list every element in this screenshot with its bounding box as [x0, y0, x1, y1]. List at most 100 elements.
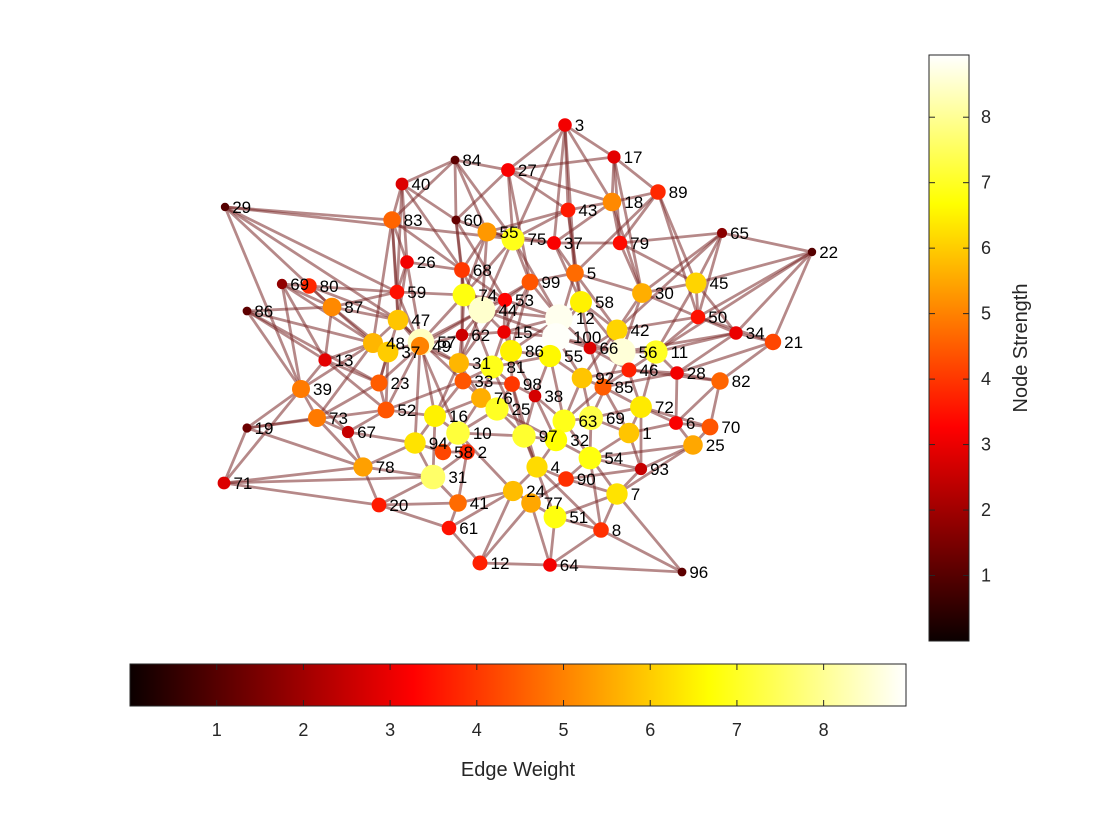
edge-80-47	[307, 284, 400, 322]
node-label-98: 98	[523, 375, 542, 394]
node-label-86: 86	[254, 302, 273, 321]
node-label-2: 2	[478, 443, 487, 462]
node-label-55b: 55	[564, 347, 583, 366]
node-11	[644, 340, 668, 364]
node-label-8: 8	[612, 521, 621, 540]
edge-17-89	[612, 155, 660, 194]
node-label-66: 66	[599, 339, 618, 358]
node-label-40: 40	[411, 175, 430, 194]
node-label-84: 84	[462, 151, 481, 170]
edge-27-43	[506, 168, 570, 212]
node-31b	[449, 353, 469, 373]
node-label-30: 30	[655, 284, 674, 303]
node-label-32: 32	[570, 431, 589, 450]
edge-colorbar-frame	[129, 663, 907, 707]
edge-22-21	[771, 250, 814, 344]
node-93	[634, 462, 648, 476]
node-100	[542, 323, 570, 351]
edge-20-41	[377, 501, 460, 507]
node-81	[480, 355, 504, 379]
edge-colorbar-tick-label: 3	[385, 720, 395, 740]
edge-colorbar-tick-label: 5	[559, 720, 569, 740]
node-label-87: 87	[344, 298, 363, 317]
edge-28-6	[674, 371, 679, 425]
edge-colorbar-gradient	[130, 664, 906, 706]
node-86	[242, 306, 252, 316]
node-label-52: 52	[397, 401, 416, 420]
node-colorbar-tick-label: 6	[981, 238, 991, 258]
edge-69-39	[280, 282, 303, 391]
edge-84-75	[453, 158, 515, 241]
edge-3-18	[563, 123, 614, 204]
edge-48-73	[315, 341, 375, 420]
node-label-48: 48	[386, 334, 405, 353]
node-label-77: 77	[544, 494, 563, 513]
node-55b	[538, 344, 562, 368]
node-label-86b: 86	[525, 342, 544, 361]
edge-99-86b	[509, 280, 532, 353]
node-label-85: 85	[615, 378, 634, 397]
edge-30-50	[640, 291, 700, 319]
node-colorbar-tick-label: 8	[981, 107, 991, 127]
edge-61-12b	[447, 526, 482, 565]
edge-26-68	[405, 260, 464, 272]
node-60	[451, 215, 461, 225]
edge-22-11	[654, 250, 814, 354]
node-52	[377, 401, 395, 419]
node-label-45: 45	[709, 274, 728, 293]
node-19	[242, 423, 252, 433]
edge-78-71	[222, 465, 365, 485]
edge-40-60	[400, 182, 458, 222]
edge-96-7	[615, 492, 684, 574]
node-label-22: 22	[819, 243, 838, 262]
node-84	[450, 155, 460, 165]
edge-40-59	[395, 182, 404, 294]
edge-77-64	[529, 501, 552, 567]
node-label-56: 56	[639, 343, 658, 362]
node-92	[571, 367, 593, 389]
node-label-69: 69	[290, 275, 309, 294]
node-label-79: 79	[630, 234, 649, 253]
node-colorbar-tick-label: 4	[981, 369, 991, 389]
node-27	[501, 163, 515, 177]
node-label-42: 42	[630, 321, 649, 340]
node-label-73: 73	[329, 409, 348, 428]
node-label-46: 46	[640, 361, 659, 380]
node-44	[468, 296, 496, 324]
edge-22-50	[696, 250, 814, 319]
node-label-47: 47	[411, 311, 430, 330]
edge-84-40	[400, 158, 457, 186]
node-56	[608, 338, 636, 366]
node-label-68: 68	[473, 261, 492, 280]
node-83	[383, 211, 401, 229]
edge-17-27	[506, 155, 616, 172]
node-label-33: 33	[474, 372, 493, 391]
node-strength-colorbar: 1 2 3 4 5 6 7 8 Node Strength	[928, 54, 1032, 642]
node-22	[807, 247, 817, 257]
edge-65-79	[618, 231, 724, 245]
edge-24-12b	[478, 489, 515, 565]
node-1	[618, 422, 640, 444]
node-41	[449, 494, 467, 512]
node-21	[764, 333, 782, 351]
node-34	[729, 326, 743, 340]
node-75	[501, 227, 525, 251]
edge-22-34	[734, 250, 814, 335]
node-label-69b: 69	[606, 409, 625, 428]
node-colorbar-gradient	[929, 55, 969, 641]
node-label-15: 15	[514, 323, 533, 342]
node-78	[353, 457, 373, 477]
edge-39-67	[299, 387, 350, 434]
edge-81-97	[490, 365, 526, 438]
node-20	[371, 497, 387, 513]
node-54	[578, 446, 602, 470]
node-58b	[434, 443, 452, 461]
node-67	[341, 425, 355, 439]
edge-3-37	[552, 123, 567, 245]
edge-65-30	[640, 231, 724, 295]
node-label-71: 71	[233, 474, 252, 493]
node-label-26: 26	[417, 253, 436, 272]
node-label-19: 19	[255, 419, 274, 438]
node-label-97: 97	[539, 427, 558, 446]
